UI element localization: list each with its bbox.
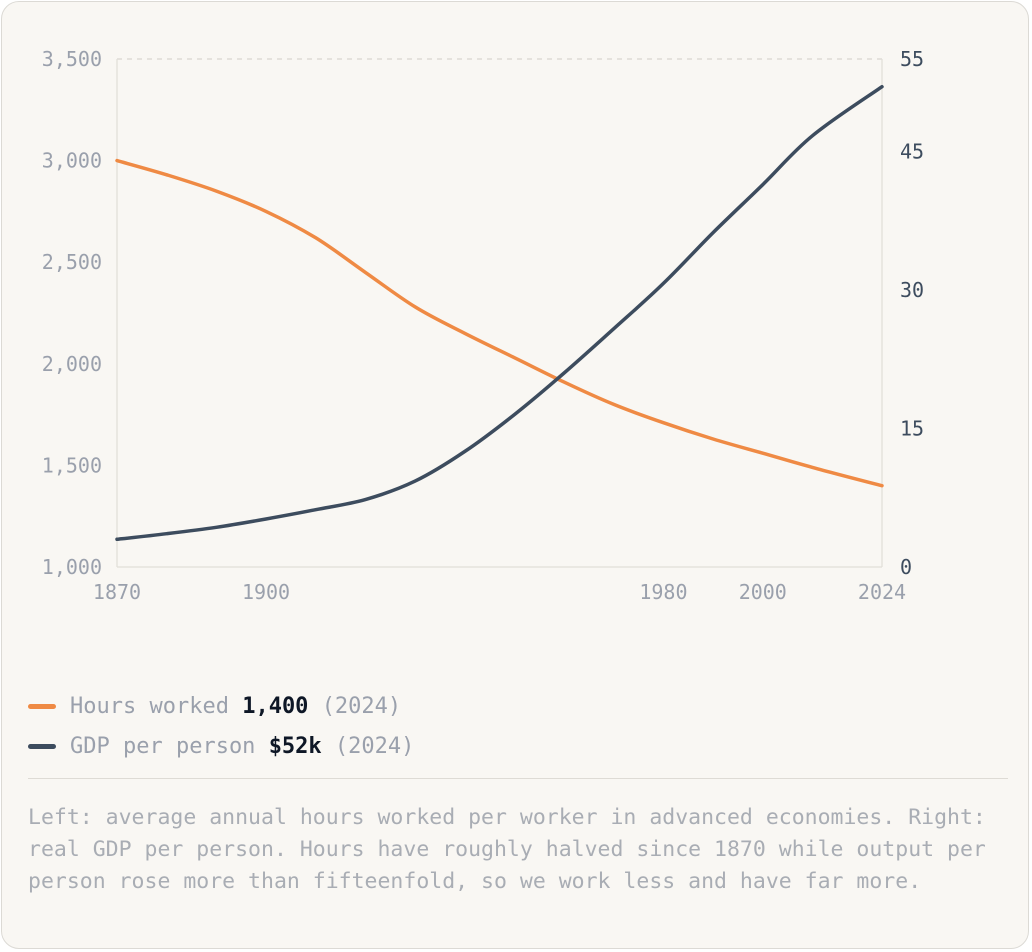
legend-label-gdp: GDP per person bbox=[70, 733, 256, 759]
legend-swatch-gdp bbox=[28, 743, 56, 749]
divider bbox=[28, 778, 1008, 779]
legend-item-gdp: GDP per person $52k (2024) bbox=[28, 726, 1008, 766]
x-tick-label: 1870 bbox=[93, 580, 141, 604]
legend-note-hours: (2024) bbox=[321, 693, 402, 719]
legend-swatch-hours bbox=[28, 703, 56, 709]
y-right-tick-label: 15 bbox=[900, 416, 924, 440]
y-left-tick-label: 3,500 bbox=[42, 47, 102, 71]
legend-value-gdp: $52k bbox=[268, 733, 322, 759]
x-tick-label: 2024 bbox=[858, 580, 906, 604]
dual-axis-line-chart: 1,000 1,500 2,000 2,500 3,000 3,500 0 15 30 45 55 1… bbox=[42, 47, 924, 604]
y-left-tick-label: 1,500 bbox=[42, 453, 102, 477]
legend-label-hours: Hours worked bbox=[70, 693, 229, 719]
y-right-tick-label: 0 bbox=[900, 555, 912, 579]
y-left-tick-label: 3,000 bbox=[42, 149, 102, 173]
y-left-tick-label: 2,500 bbox=[42, 250, 102, 274]
y-right-tick-label: 30 bbox=[900, 278, 924, 302]
legend-value-hours: 1,400 bbox=[242, 693, 309, 719]
series-line-gdp-per-person bbox=[115, 84, 884, 542]
x-tick-label: 1900 bbox=[242, 580, 290, 604]
y-left-tick-label: 1,000 bbox=[42, 555, 102, 579]
legend: Hours worked 1,400 (2024) GDP per person… bbox=[28, 686, 1008, 766]
y-right-tick-label: 45 bbox=[900, 139, 924, 163]
legend-item-hours: Hours worked 1,400 (2024) bbox=[28, 686, 1008, 726]
series-line-hours-worked bbox=[115, 158, 884, 488]
x-tick-label: 1980 bbox=[639, 580, 687, 604]
chart-caption: Left: average annual hours worked per wo… bbox=[28, 805, 986, 894]
y-left-tick-label: 2,000 bbox=[42, 352, 102, 376]
y-right-tick-label: 55 bbox=[900, 47, 924, 71]
x-tick-label: 2000 bbox=[739, 580, 787, 604]
legend-note-gdp: (2024) bbox=[334, 733, 415, 759]
